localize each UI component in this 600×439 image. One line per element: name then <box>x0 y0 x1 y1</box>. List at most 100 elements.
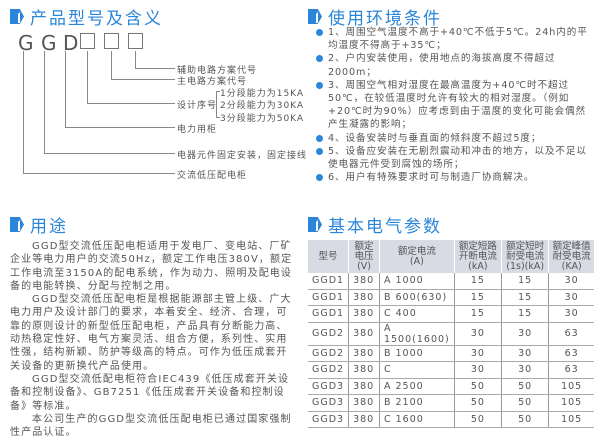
env-text: 2、户内安装使用，使用地点的海拔高度不得超过2000m； <box>328 53 556 78</box>
header-line: 额定 <box>354 240 374 252</box>
table-cell: 30 <box>548 289 594 306</box>
table-cell: GGD1 <box>308 273 349 290</box>
model-letter: D <box>63 31 79 55</box>
table-cell: 30 <box>453 322 502 346</box>
bullet-icon <box>316 174 323 182</box>
section-arrow-icon <box>10 217 24 232</box>
env-item: 6、用户有特殊要求时可与制造厂协商解决。 <box>315 171 595 184</box>
table-cell: A 2500 <box>378 378 455 395</box>
table-cell: GGD3 <box>308 411 349 428</box>
table-cell: B 600(630) <box>378 289 455 306</box>
bullet-icon <box>316 147 323 155</box>
env-section-title: 使用环境条件 <box>308 4 442 29</box>
env-text: 6、用户有特殊要求时可与制造厂协商解决。 <box>328 172 535 184</box>
column-header: 型号 <box>308 240 349 273</box>
table-row: GGD3 380 A 2500 50 50 105 <box>308 378 594 395</box>
table-row: GGD1 380 B 600(630) 15 15 30 <box>308 289 594 306</box>
table-row: GGD3 380 B 2100 50 50 105 <box>308 394 594 412</box>
env-item: 4、设备安装时与垂直面的倾斜度不超过5度； <box>315 132 595 145</box>
header-line: 额定短时 <box>506 240 545 252</box>
column-header: 额定峰值 耐受电流 (KA) <box>548 240 594 273</box>
table-cell: 15 <box>453 305 502 323</box>
table-cell: GGD2 <box>308 345 349 362</box>
table-cell: 50 <box>501 394 549 412</box>
header-line: 耐受电流 <box>506 250 545 262</box>
table-cell: 380 <box>348 378 380 395</box>
env-text: 3、周围空气相对湿度在最高温度为+40℃时不超过50℃，在较低温度时允许有较大的… <box>328 79 587 131</box>
column-header: 额定短时 耐受电流 (1s)(kA) <box>501 240 549 273</box>
use-text: GGD型交流低压配电柜适用于发电厂、变电站、厂矿企业等电力用户的交流50Hz，额… <box>10 240 295 439</box>
table-cell: 105 <box>548 378 594 395</box>
header-line: (KA) <box>561 260 582 272</box>
table-cell: 380 <box>348 361 380 379</box>
table-cell: 15 <box>501 273 549 290</box>
table-cell: 30 <box>548 305 594 323</box>
use-title: 用途 <box>30 217 68 237</box>
header-line: (1s)(kA) <box>506 260 545 272</box>
table-cell: 63 <box>548 345 594 362</box>
model-letter: G <box>18 31 34 55</box>
table-cell: 30 <box>453 361 502 379</box>
use-paragraph: GGD型交流低配电柜符合IEC439《低压成套开关设备和控制设备》、GB7251… <box>10 373 290 412</box>
env-item: 5、设备应安装在无剧烈震动和冲击的地方，以及不足以使电器元件受到腐蚀的场所； <box>315 145 595 171</box>
label-design: 设计序号 <box>177 101 218 111</box>
header-line: 开断电流 <box>458 250 497 262</box>
table-cell: 30 <box>501 322 549 346</box>
table-cell: 15 <box>453 273 502 290</box>
model-section-title: 产品型号及含义 <box>10 4 163 29</box>
table-cell: 63 <box>548 361 594 379</box>
table-cell: 15 <box>453 289 502 306</box>
label-power: 电力用柜 <box>177 125 218 135</box>
table-cell: 380 <box>348 273 380 290</box>
table-cell: GGD1 <box>308 289 349 306</box>
table-cell: A 1000 <box>378 273 455 290</box>
header-line: 额定电流 <box>397 245 436 257</box>
env-item: 3、周围空气相对湿度在最高温度为+40℃时不超过50℃，在较低温度时允许有较大的… <box>315 79 595 132</box>
header-line: 耐受电流 <box>552 250 591 262</box>
column-header: 额定短路 开断电流 (kA) <box>453 240 502 273</box>
header-line: 额定短路 <box>458 240 497 252</box>
table-cell: 380 <box>348 322 380 346</box>
table-row: GGD2 380 B 1000 30 30 63 <box>308 345 594 362</box>
use-paragraph: GGD型交流低压配电柜是根据能源部主管上级、广大电力用户及设计部门的要求，本着安… <box>10 294 292 372</box>
table-cell: 30 <box>501 345 549 362</box>
header-line: (kA) <box>468 260 488 272</box>
model-letter: G <box>41 31 57 55</box>
table-cell: 15 <box>501 289 549 306</box>
table-cell: GGD1 <box>308 305 349 323</box>
table-cell: 30 <box>501 361 549 379</box>
column-header: 额定电流 (A) <box>378 240 455 273</box>
table-cell: C 1600 <box>378 411 455 428</box>
bullet-icon <box>316 81 323 89</box>
table-cell: GGD2 <box>308 361 349 379</box>
header-line: (A) <box>409 255 424 267</box>
header-line: 电压 <box>354 250 374 262</box>
table-cell: 50 <box>501 378 549 395</box>
env-text: 1、周围空气温度不高于+40℃不低于5℃。24h内的平均温度不得高于+35℃； <box>328 27 588 52</box>
table-cell: 50 <box>453 411 502 428</box>
table-cell: 380 <box>348 305 380 323</box>
table-cell: 105 <box>548 411 594 428</box>
env-list: 1、周围空气温度不高于+40℃不低于5℃。24h内的平均温度不得高于+35℃； … <box>315 26 595 184</box>
env-text: 4、设备安装时与垂直面的倾斜度不超过5度； <box>328 132 542 144</box>
params-table: 型号 额定 电压 (V) 额定电流 (A) 额定短路 开断电流 (kA) 额定短时 耐受电流 (1s)… <box>308 240 594 428</box>
table-cell: 50 <box>453 394 502 412</box>
use-paragraph: GGD型交流低压配电柜适用于发电厂、变电站、厂矿企业等电力用户的交流50Hz，额… <box>10 241 293 292</box>
code-box <box>80 33 95 49</box>
bullet-icon <box>316 29 323 36</box>
table-cell: GGD3 <box>308 394 349 412</box>
table-row: GGD2 380 C 30 30 63 <box>308 361 594 379</box>
table-cell: A 1500(1600) <box>378 322 455 346</box>
code-box <box>104 33 119 49</box>
bullet-icon <box>316 134 323 142</box>
section-arrow-icon <box>10 9 24 24</box>
table-cell: 50 <box>453 378 502 395</box>
label-d2: 2分段能力为30KA <box>220 101 305 111</box>
env-item: 1、周围空气温度不高于+40℃不低于5℃。24h内的平均温度不得高于+35℃； <box>315 26 595 52</box>
table-cell: B 1000 <box>378 345 455 362</box>
label-aux: 辅助电路方案代号 <box>177 66 258 76</box>
use-section-title: 用途 <box>10 212 68 237</box>
table-cell: C 400 <box>378 305 455 323</box>
table-cell: GGD3 <box>308 378 349 395</box>
label-d3: 3分段能力为50KA <box>220 114 305 124</box>
